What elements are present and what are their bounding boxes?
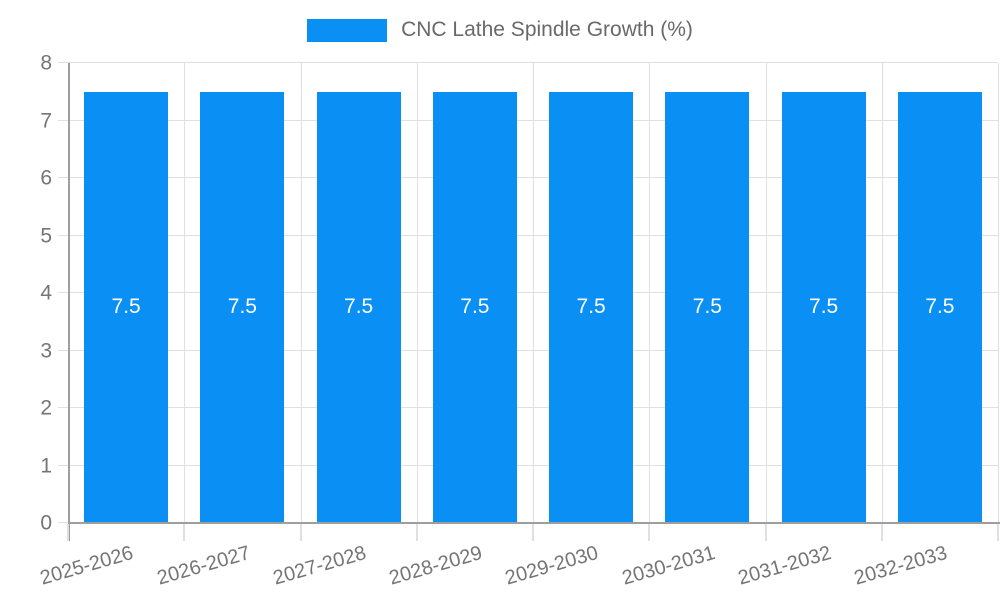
y-axis-tick-label: 6 bbox=[40, 166, 52, 190]
gridline-vertical bbox=[649, 63, 651, 523]
y-axis-tick-label: 1 bbox=[40, 454, 52, 477]
x-axis-line bbox=[68, 522, 1000, 524]
gridline-vertical bbox=[765, 63, 767, 523]
bar-2026-2027: 7.5 bbox=[200, 91, 285, 523]
x-axis-category-label: 2028-2029 bbox=[386, 542, 485, 590]
y-axis-labels: 0 1 2 3 4 5 6 7 8 bbox=[0, 53, 52, 534]
bar-value-label: 7.5 bbox=[460, 295, 490, 319]
y-axis-tick-label: 0 bbox=[40, 511, 52, 535]
x-axis-tick bbox=[299, 524, 302, 541]
y-axis-tick-label: 2 bbox=[40, 396, 52, 420]
bar-value-label: 7.5 bbox=[227, 295, 257, 319]
x-axis-tick bbox=[764, 524, 767, 541]
y-axis-tick bbox=[58, 522, 68, 523]
x-axis-category-label: 2027-2028 bbox=[270, 542, 369, 590]
bar-value-label: 7.5 bbox=[925, 295, 955, 319]
bar-2032-2033: 7.5 bbox=[897, 91, 982, 523]
y-axis-tick-label: 4 bbox=[40, 281, 52, 305]
legend-swatch bbox=[307, 18, 388, 42]
x-axis-tick bbox=[532, 524, 534, 541]
x-axis-tick bbox=[997, 524, 999, 541]
y-axis-tick-label: 5 bbox=[40, 224, 52, 247]
y-axis-tick bbox=[58, 349, 68, 351]
gridline-vertical bbox=[881, 63, 883, 523]
y-axis-tick bbox=[58, 292, 68, 293]
y-axis-tick bbox=[58, 407, 68, 408]
x-axis-category-label: 2031-2032 bbox=[735, 542, 834, 590]
x-axis-tick bbox=[415, 524, 418, 541]
gridline-vertical bbox=[533, 63, 534, 523]
gridline-vertical bbox=[300, 63, 302, 523]
bar-value-label: 7.5 bbox=[111, 295, 141, 319]
bar-2030-2031: 7.5 bbox=[665, 91, 750, 523]
x-axis-tick bbox=[880, 524, 883, 541]
x-axis-tick bbox=[183, 524, 186, 541]
bar-2028-2029: 7.5 bbox=[432, 91, 517, 523]
x-axis-tick bbox=[648, 524, 651, 541]
gridline-vertical bbox=[998, 63, 999, 523]
gridline-vertical bbox=[416, 63, 418, 523]
y-axis-tick bbox=[58, 234, 68, 236]
chart-legend: CNC Lathe Spindle Growth (%) bbox=[0, 18, 1000, 42]
y-axis-tick bbox=[58, 464, 68, 466]
y-axis-tick-label: 3 bbox=[40, 339, 52, 362]
x-axis-tick bbox=[67, 524, 69, 541]
gridline-horizontal bbox=[68, 62, 998, 63]
bar-2025-2026: 7.5 bbox=[84, 91, 169, 523]
bar-2027-2028: 7.5 bbox=[316, 91, 401, 523]
x-axis-labels: 2025-2026 2026-2027 2027-2028 2028-2029 2029… bbox=[38, 523, 998, 600]
bar-value-label: 7.5 bbox=[344, 295, 374, 319]
bar-value-label: 7.5 bbox=[692, 295, 722, 319]
x-axis-category-label: 2030-2031 bbox=[619, 542, 718, 590]
gridline-vertical bbox=[184, 63, 186, 523]
y-axis-tick bbox=[58, 177, 68, 178]
bar-value-label: 7.5 bbox=[809, 295, 839, 319]
x-axis-ticks bbox=[67, 524, 999, 541]
y-axis-tick bbox=[58, 62, 68, 63]
x-axis-category-label: 2032-2033 bbox=[851, 542, 950, 590]
y-axis-tick bbox=[58, 119, 68, 121]
plot-area: 7.5 7.5 7.5 7.5 7.5 7.5 7.5 7.5 bbox=[58, 62, 999, 523]
x-axis-category-label: 2026-2027 bbox=[154, 542, 253, 590]
legend-label: CNC Lathe Spindle Growth (%) bbox=[401, 18, 693, 41]
x-axis-category-label: 2025-2026 bbox=[38, 542, 137, 590]
bar-2029-2030: 7.5 bbox=[549, 91, 634, 523]
x-axis-category-label: 2029-2030 bbox=[503, 542, 602, 590]
bar-value-label: 7.5 bbox=[576, 295, 606, 319]
y-axis-line bbox=[68, 63, 70, 541]
bar-2031-2032: 7.5 bbox=[781, 91, 866, 523]
y-axis-tick-label: 8 bbox=[40, 51, 52, 75]
y-axis-tick-label: 7 bbox=[40, 109, 52, 132]
